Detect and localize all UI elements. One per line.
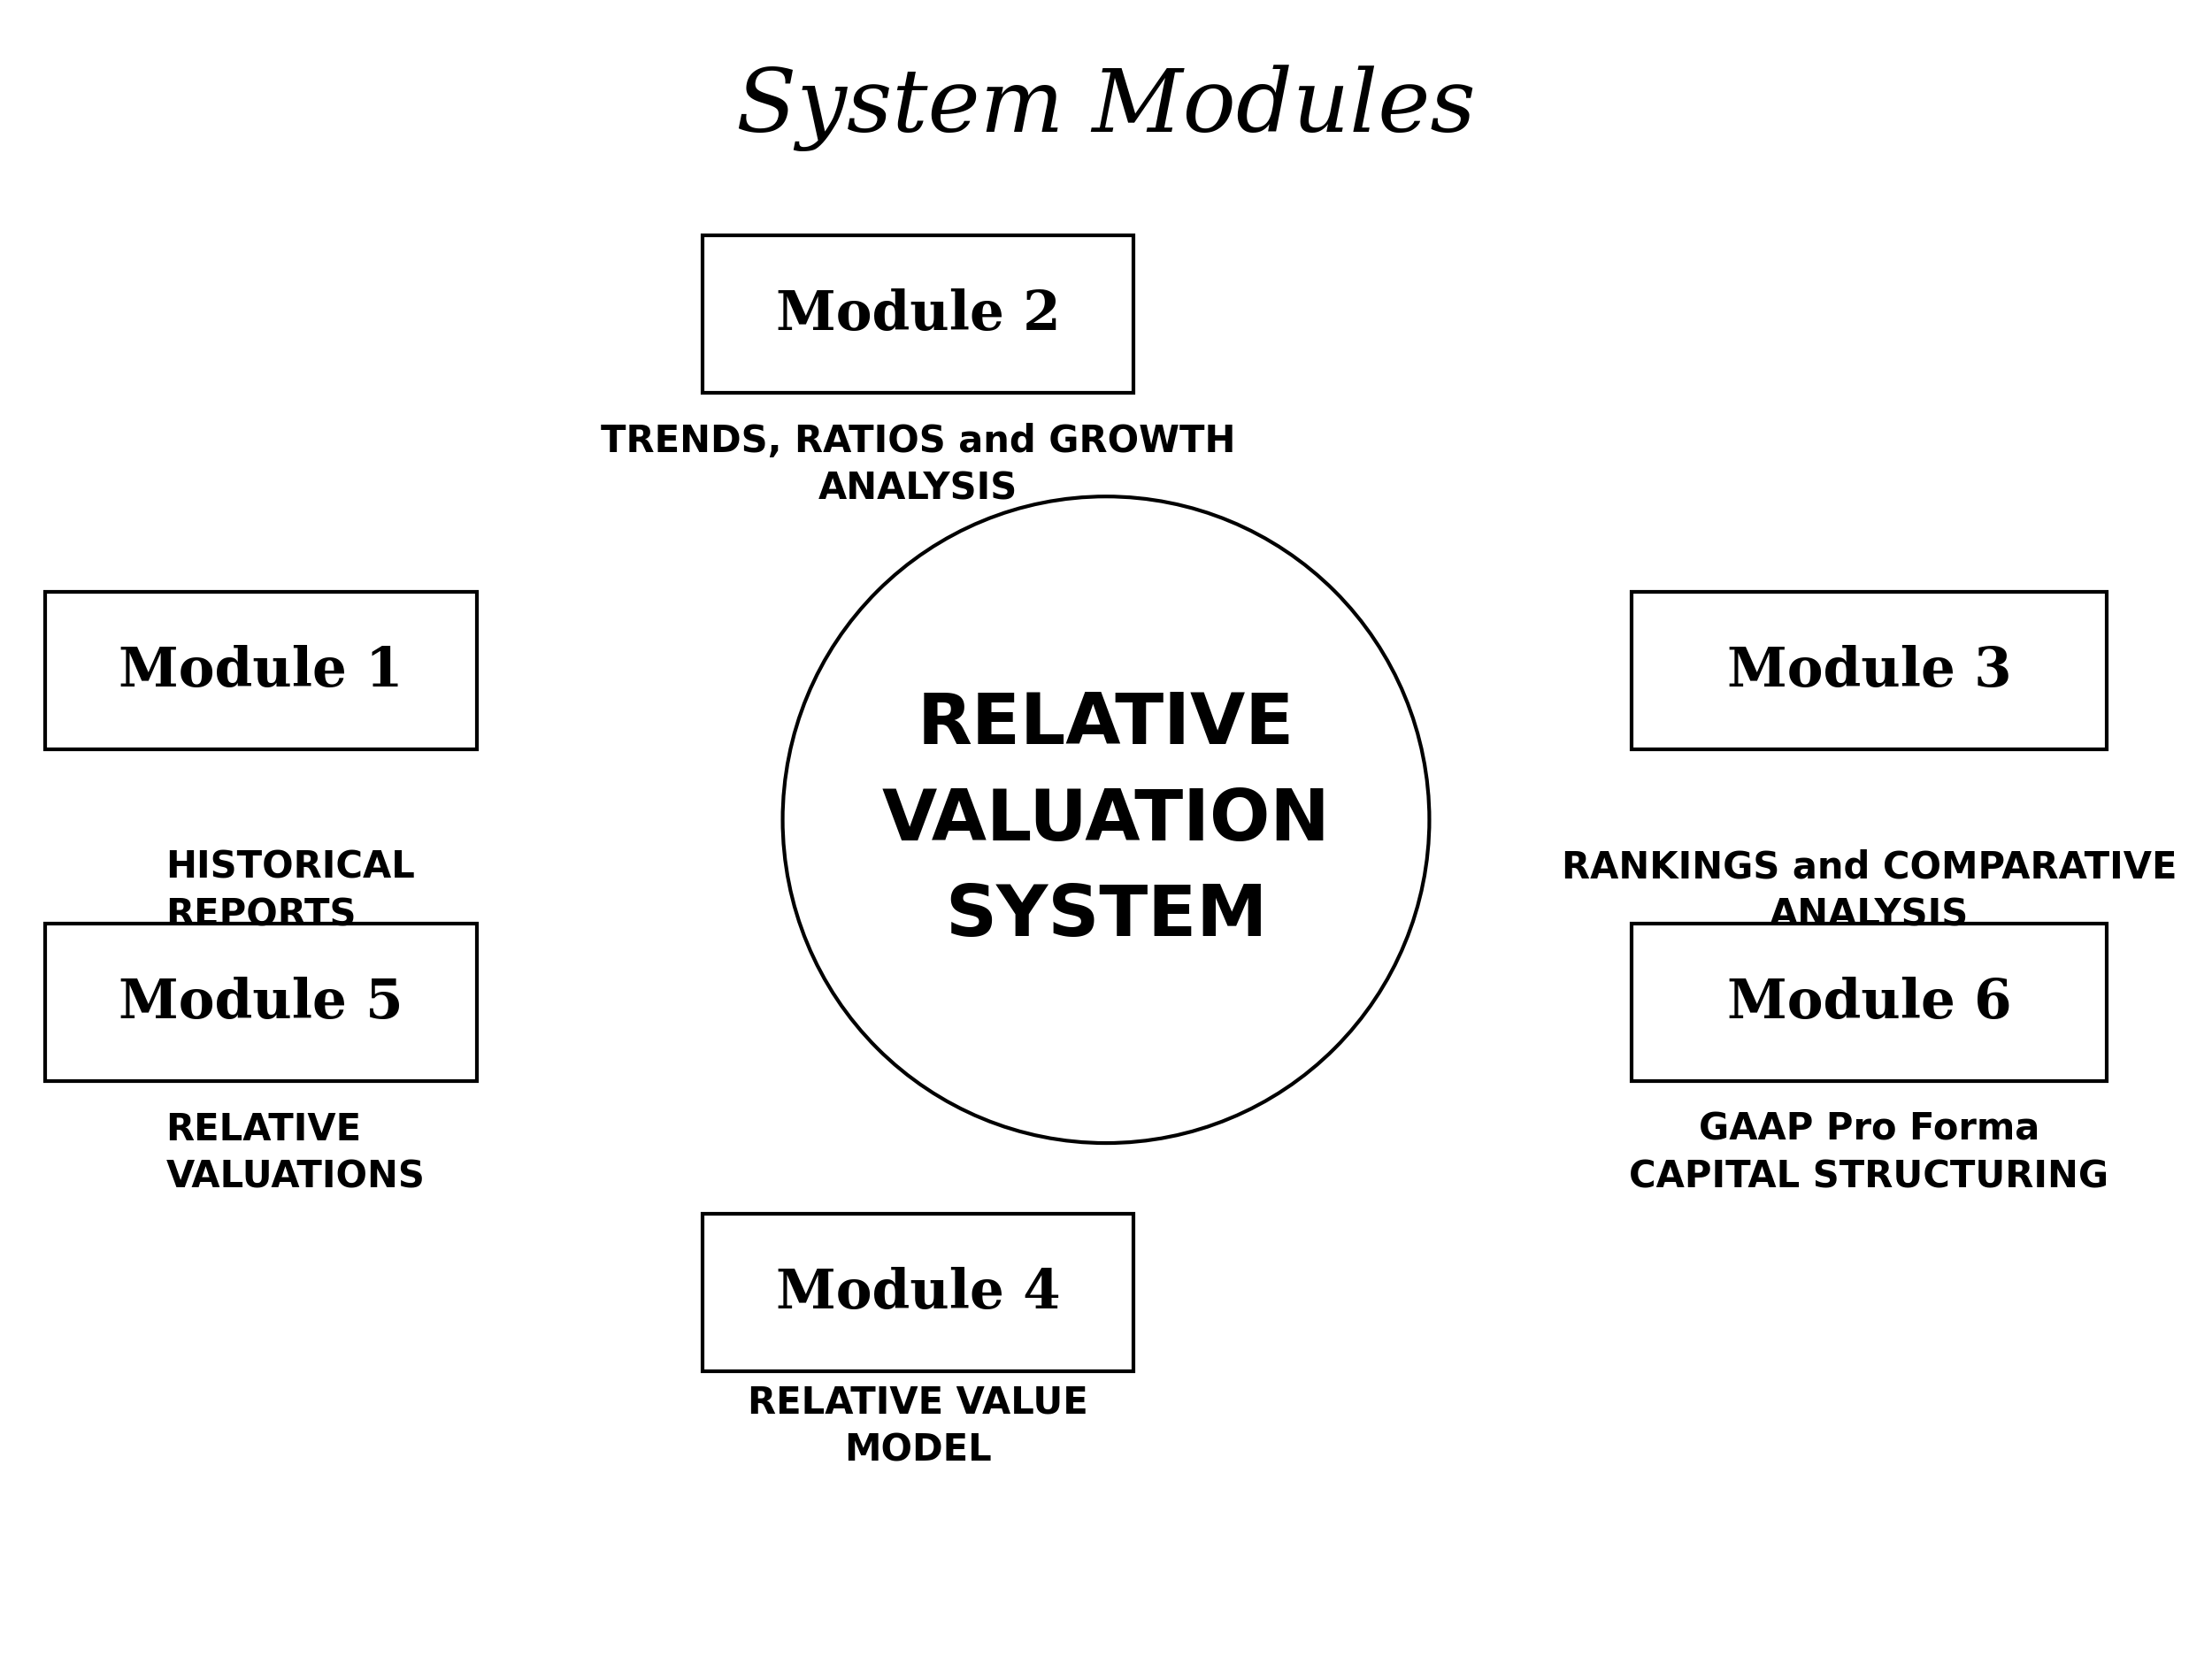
Text: Module 2: Module 2	[776, 288, 1060, 341]
FancyBboxPatch shape	[44, 925, 478, 1080]
Text: Module 6: Module 6	[1728, 976, 2011, 1029]
Text: TRENDS, RATIOS and GROWTH
ANALYSIS: TRENDS, RATIOS and GROWTH ANALYSIS	[602, 423, 1234, 507]
FancyBboxPatch shape	[1630, 925, 2106, 1080]
FancyBboxPatch shape	[703, 1213, 1135, 1372]
Text: RELATIVE
VALUATIONS: RELATIVE VALUATIONS	[166, 1110, 425, 1195]
Ellipse shape	[783, 497, 1429, 1143]
Text: Module 5: Module 5	[119, 976, 403, 1029]
Text: RELATIVE VALUE
MODEL: RELATIVE VALUE MODEL	[748, 1384, 1088, 1468]
Text: Module 4: Module 4	[776, 1266, 1060, 1319]
Text: HISTORICAL
REPORTS: HISTORICAL REPORTS	[166, 848, 416, 933]
Text: RANKINGS and COMPARATIVE
ANALYSIS: RANKINGS and COMPARATIVE ANALYSIS	[1562, 848, 2177, 933]
Text: System Modules: System Modules	[737, 65, 1475, 151]
FancyBboxPatch shape	[44, 593, 478, 749]
Text: GAAP Pro Forma
CAPITAL STRUCTURING: GAAP Pro Forma CAPITAL STRUCTURING	[1630, 1110, 2108, 1195]
FancyBboxPatch shape	[1630, 593, 2106, 749]
Text: Module 3: Module 3	[1728, 645, 2011, 698]
Text: Module 1: Module 1	[119, 645, 403, 698]
FancyBboxPatch shape	[703, 235, 1135, 393]
Text: RELATIVE
VALUATION
SYSTEM: RELATIVE VALUATION SYSTEM	[883, 689, 1329, 951]
